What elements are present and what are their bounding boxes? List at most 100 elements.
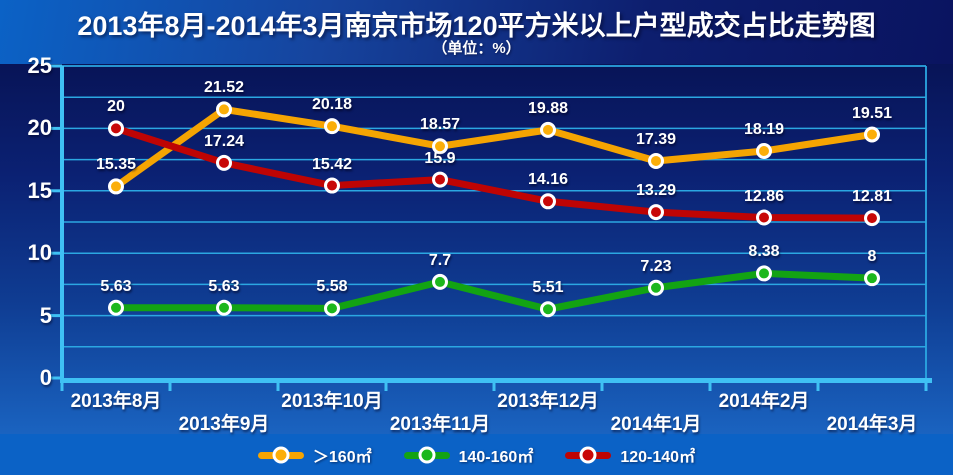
legend-label: 140-160㎡ — [458, 449, 534, 466]
x-tick — [816, 383, 820, 391]
data-point — [648, 279, 664, 296]
x-axis-label: 2013年8月 — [70, 391, 162, 412]
data-label: 20 — [107, 98, 125, 116]
data-point — [648, 204, 664, 221]
y-axis-label: 0 — [39, 365, 52, 390]
data-point — [108, 120, 124, 137]
data-point — [432, 273, 448, 290]
x-tick — [600, 383, 604, 391]
chart-title: 2013年8月-2014年3月南京市场120平方米以上户型成交占比走势图 — [77, 11, 876, 41]
data-point — [216, 154, 232, 171]
legend-item: 140-160㎡ — [403, 443, 534, 467]
title-strip: 2013年8月-2014年3月南京市场120平方米以上户型成交占比走势图 （单位… — [0, 0, 953, 64]
data-point — [864, 270, 880, 287]
legend-line-marker-icon — [565, 446, 612, 464]
data-label: 12.81 — [851, 188, 893, 206]
data-label: 5.63 — [208, 277, 240, 295]
data-point — [324, 118, 340, 135]
y-axis-label: 15 — [27, 177, 52, 203]
data-point — [864, 210, 880, 227]
x-axis-label: 2013年11月 — [389, 414, 491, 435]
data-label: 20.18 — [311, 96, 353, 114]
y-axis — [60, 66, 64, 383]
y-tick — [50, 189, 62, 193]
chart-subtitle: （单位：%） — [432, 40, 521, 57]
data-point — [756, 209, 772, 226]
legend-line-marker-icon — [257, 446, 304, 464]
chart-background — [0, 64, 953, 434]
x-tick — [384, 383, 388, 391]
data-point — [432, 138, 448, 155]
series-line-2 — [112, 124, 876, 222]
data-label: 12.86 — [743, 187, 785, 205]
x-axis-label: 2013年10月 — [281, 391, 383, 412]
data-label: 17.24 — [203, 132, 245, 150]
series-line-1 — [112, 269, 876, 313]
data-label: 5.58 — [316, 278, 348, 296]
data-label: 17.39 — [635, 130, 677, 148]
data-point — [216, 101, 232, 118]
data-label: 7.7 — [428, 251, 452, 269]
y-tick — [50, 314, 62, 318]
data-label: 15.35 — [95, 156, 137, 174]
data-point — [216, 299, 232, 316]
data-label: 18.19 — [743, 120, 785, 138]
data-label: 8 — [867, 248, 877, 266]
legend-item: ＞160㎡ — [257, 443, 372, 467]
y-axis-label: 5 — [39, 302, 52, 328]
data-label: 19.88 — [527, 99, 569, 117]
x-tick — [708, 383, 712, 391]
data-label: 8.38 — [748, 243, 780, 261]
y-tick — [50, 251, 62, 255]
data-label: 5.63 — [100, 277, 132, 295]
data-point — [108, 299, 124, 316]
y-axis-label: 25 — [27, 53, 52, 78]
legend-label: ＞160㎡ — [312, 449, 372, 466]
legend-label: 120-140㎡ — [620, 449, 696, 466]
data-label: 18.57 — [419, 116, 461, 134]
data-label: 13.29 — [635, 182, 677, 200]
legend-item: 120-140㎡ — [565, 443, 695, 467]
y-tick — [50, 64, 62, 68]
x-axis-label: 2014年3月 — [826, 414, 918, 435]
data-point — [432, 171, 448, 188]
data-label: 15.42 — [311, 155, 353, 173]
data-point — [540, 193, 556, 210]
x-tick — [276, 383, 280, 391]
data-label: 21.52 — [203, 79, 245, 97]
data-label: 15.9 — [424, 149, 456, 167]
y-tick — [50, 126, 62, 130]
data-point — [324, 177, 340, 194]
data-point — [756, 142, 772, 159]
legend-dot-icon — [272, 446, 290, 464]
data-point — [756, 265, 772, 282]
x-axis — [60, 378, 932, 383]
x-tick — [924, 383, 928, 391]
data-point — [648, 152, 664, 169]
x-axis-label: 2013年12月 — [497, 391, 599, 412]
x-axis-label: 2014年1月 — [610, 414, 702, 435]
legend-line-marker-icon — [403, 446, 450, 464]
legend: ＞160㎡ 140-160㎡ 120-140㎡ — [0, 442, 953, 468]
y-axis-label: 20 — [27, 115, 52, 141]
x-tick — [60, 383, 64, 391]
data-point — [540, 121, 556, 138]
y-axis-label: 10 — [27, 240, 52, 266]
legend-dot-icon — [579, 446, 597, 464]
data-point — [108, 178, 124, 195]
data-point — [864, 126, 880, 143]
data-label: 5.51 — [532, 279, 564, 297]
x-axis-label: 2014年2月 — [718, 391, 810, 412]
series-line-0 — [112, 105, 876, 190]
x-tick — [168, 383, 172, 391]
x-axis-label: 2013年9月 — [178, 414, 270, 435]
data-label: 7.23 — [640, 257, 672, 275]
data-label: 19.51 — [851, 104, 893, 122]
data-point — [324, 300, 340, 317]
legend-dot-icon — [418, 446, 436, 464]
y-tick — [50, 376, 62, 380]
data-point — [540, 301, 556, 318]
data-label: 14.16 — [527, 171, 569, 189]
